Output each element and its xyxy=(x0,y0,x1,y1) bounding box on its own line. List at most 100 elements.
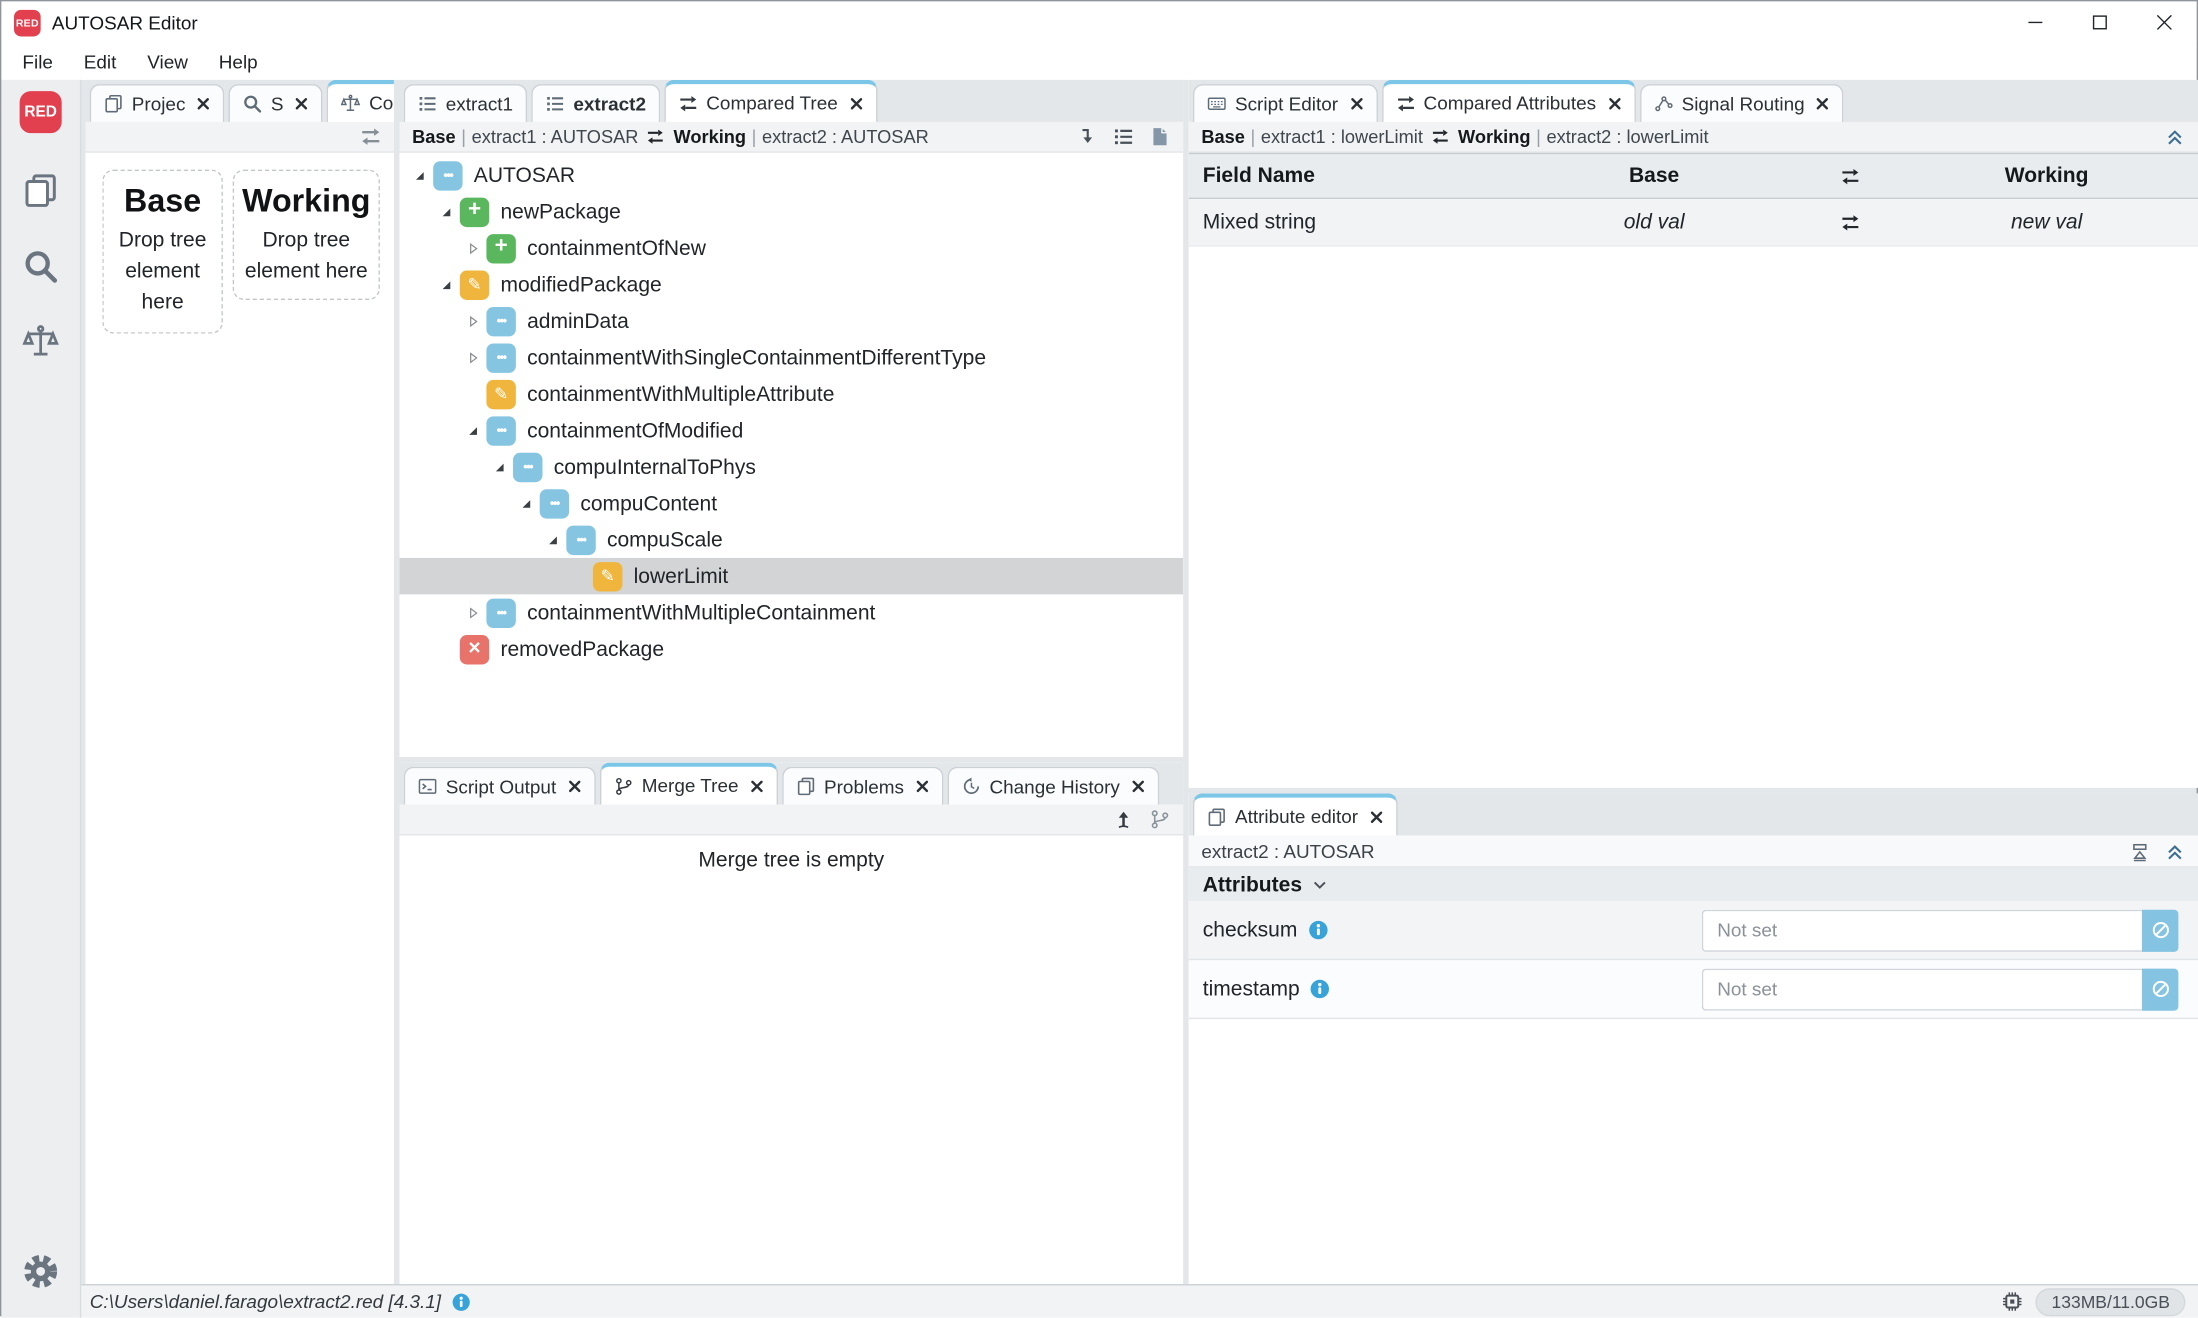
tree-row-newPackage[interactable]: newPackage xyxy=(400,193,1184,229)
close-icon[interactable] xyxy=(1369,810,1383,824)
expanded-arrow-icon[interactable] xyxy=(435,277,459,292)
activity-projects-button[interactable] xyxy=(1,153,81,229)
close-icon[interactable] xyxy=(567,779,581,793)
list-view-icon[interactable] xyxy=(1113,126,1134,147)
swap-icon[interactable] xyxy=(360,126,381,147)
set-null-button[interactable] xyxy=(2141,967,2179,1010)
tree-row-containmentWithSingleContainmentDifferentType[interactable]: containmentWithSingleContainmentDifferen… xyxy=(400,339,1184,375)
tab-attribute-editor[interactable]: Attribute editor xyxy=(1192,793,1398,836)
expanded-arrow-icon[interactable] xyxy=(514,496,538,511)
expanded-arrow-icon[interactable] xyxy=(541,532,565,547)
tab-script-output[interactable]: Script Output xyxy=(403,766,596,805)
tab-search[interactable]: S xyxy=(228,84,323,122)
tree-row-containmentWithMultipleContainment[interactable]: containmentWithMultipleContainment xyxy=(400,594,1184,630)
working-value-cell: new val xyxy=(2010,210,2083,235)
tab-label: Merge Tree xyxy=(641,775,739,797)
tree-row-adminData[interactable]: adminData xyxy=(400,303,1184,339)
collapsed-arrow-icon[interactable] xyxy=(461,240,485,255)
branch-icon[interactable] xyxy=(1149,809,1170,830)
collapsed-arrow-icon[interactable] xyxy=(461,350,485,365)
column-field-name: Field Name xyxy=(1202,164,1315,188)
tree-label: containmentOfNew xyxy=(527,236,706,261)
tab-compared-tree[interactable]: Compared Tree xyxy=(664,79,877,122)
compared-tree-panel: extract1 extract2 Compared Tree Base | ext… xyxy=(399,79,1184,757)
attribute-editor-breadcrumb-bar: extract2 : AUTOSAR xyxy=(1188,835,2198,868)
compare-content: Base Drop tree element here Working Drop… xyxy=(85,152,394,1285)
close-icon[interactable] xyxy=(1131,779,1145,793)
attribute-value-input[interactable] xyxy=(1701,909,2142,952)
attributes-table-row[interactable]: Mixed string old val new val xyxy=(1188,199,2198,247)
tree-label: newPackage xyxy=(500,199,621,224)
tab-extract2[interactable]: extract2 xyxy=(531,84,661,122)
tab-extract1[interactable]: extract1 xyxy=(403,84,528,122)
tree-row-removedPackage[interactable]: removedPackage xyxy=(400,631,1184,667)
tab-change-history[interactable]: Change History xyxy=(947,766,1160,805)
tree-row-containmentOfNew[interactable]: containmentOfNew xyxy=(400,230,1184,266)
tab-compared-attributes[interactable]: Compared Attributes xyxy=(1381,79,1636,122)
menu-help[interactable]: Help xyxy=(218,51,258,73)
tab-projects[interactable]: Projec xyxy=(89,84,225,122)
tree-row-AUTOSAR[interactable]: AUTOSAR xyxy=(400,157,1184,193)
modified-badge-icon xyxy=(486,379,516,409)
menu-file[interactable]: File xyxy=(22,51,53,73)
document-icon[interactable] xyxy=(1149,126,1170,147)
tree-label: modifiedPackage xyxy=(500,272,662,297)
close-icon[interactable] xyxy=(1816,97,1830,111)
jump-to-icon[interactable] xyxy=(1077,126,1098,147)
tree-row-compuContent[interactable]: compuContent xyxy=(400,485,1184,521)
settings-button[interactable] xyxy=(1,1234,81,1310)
close-icon[interactable] xyxy=(915,779,929,793)
pages-icon xyxy=(22,172,58,208)
expanded-arrow-icon[interactable] xyxy=(435,204,459,219)
close-icon[interactable] xyxy=(1349,97,1363,111)
base-drop-zone[interactable]: Base Drop tree element here xyxy=(102,169,223,334)
close-icon[interactable] xyxy=(849,96,863,110)
set-null-button[interactable] xyxy=(2141,909,2179,952)
tree-row-compuScale[interactable]: compuScale xyxy=(400,521,1184,557)
info-icon[interactable] xyxy=(451,1292,471,1312)
menu-view[interactable]: View xyxy=(147,51,188,73)
close-button[interactable] xyxy=(2132,1,2196,43)
base-drop-zone-title: Base xyxy=(124,182,202,219)
tab-compare[interactable]: Co xyxy=(327,79,394,122)
collapse-icon[interactable] xyxy=(2164,126,2185,147)
close-icon[interactable] xyxy=(197,97,211,111)
tab-script-editor[interactable]: Script Editor xyxy=(1192,84,1378,122)
tab-merge-tree[interactable]: Merge Tree xyxy=(599,762,778,805)
working-drop-zone[interactable]: Working Drop tree element here xyxy=(232,169,380,300)
tree-label: lowerLimit xyxy=(633,564,729,589)
collapsed-arrow-icon[interactable] xyxy=(461,313,485,328)
merge-tree-empty-text: Merge tree is empty xyxy=(698,848,885,872)
swap-icon[interactable] xyxy=(1766,212,1934,232)
close-icon[interactable] xyxy=(750,779,764,793)
push-up-icon[interactable] xyxy=(1113,809,1134,830)
close-icon[interactable] xyxy=(1607,96,1621,110)
info-icon[interactable] xyxy=(1307,920,1328,941)
dots-badge-icon xyxy=(433,160,463,190)
attribute-value-input[interactable] xyxy=(1701,967,2142,1010)
chip-icon[interactable] xyxy=(2001,1290,2025,1314)
expanded-arrow-icon[interactable] xyxy=(461,423,485,438)
activity-compare-button[interactable] xyxy=(1,304,81,380)
menu-edit[interactable]: Edit xyxy=(83,51,117,73)
current-file-path: C:\Users\daniel.farago\extract2.red [4.3… xyxy=(89,1291,442,1313)
expanded-arrow-icon[interactable] xyxy=(408,168,432,183)
close-icon[interactable] xyxy=(295,97,309,111)
info-icon[interactable] xyxy=(1310,978,1331,999)
minimize-button[interactable] xyxy=(2003,1,2067,43)
field-name-cell: Mixed string xyxy=(1202,210,1317,235)
collapse-icon[interactable] xyxy=(2164,840,2185,861)
collapsed-arrow-icon[interactable] xyxy=(461,605,485,620)
tree-row-containmentOfModified[interactable]: containmentOfModified xyxy=(400,412,1184,448)
activity-search-button[interactable] xyxy=(1,228,81,304)
tree-row-compuInternalToPhys[interactable]: compuInternalToPhys xyxy=(400,449,1184,485)
tree-row-lowerLimit[interactable]: lowerLimit xyxy=(399,557,1184,595)
tab-signal-routing[interactable]: Signal Routing xyxy=(1639,84,1844,122)
expanded-arrow-icon[interactable] xyxy=(488,459,512,474)
tree-row-modifiedPackage[interactable]: modifiedPackage xyxy=(400,266,1184,302)
tree-row-containmentWithMultipleAttribute[interactable]: containmentWithMultipleAttribute xyxy=(400,376,1184,412)
maximize-button[interactable] xyxy=(2068,1,2132,43)
attributes-section-header[interactable]: Attributes xyxy=(1188,867,2198,902)
tab-problems[interactable]: Problems xyxy=(781,766,944,805)
scroll-to-top-icon[interactable] xyxy=(2129,840,2150,861)
